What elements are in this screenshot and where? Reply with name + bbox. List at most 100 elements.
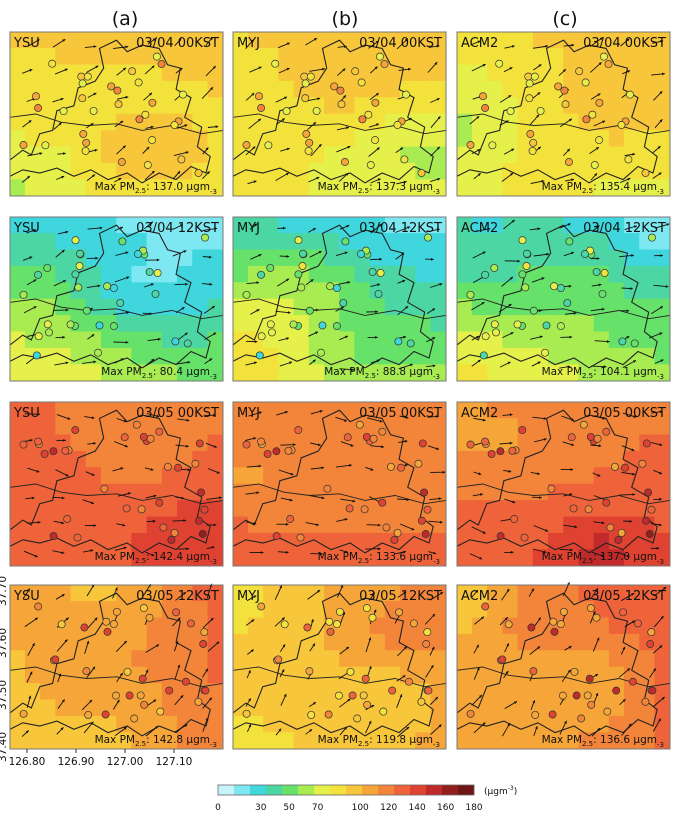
field-cell [85,418,102,436]
wind-arrowhead [156,258,160,262]
field-cell [502,633,519,651]
wind-arrowhead [93,524,97,527]
wind-arrowhead [597,473,601,477]
field-cell [40,633,56,651]
field-cell [10,179,26,196]
field-cell [263,113,279,131]
field-cell [161,483,178,501]
pm25-field [457,32,670,196]
field-cell [70,113,87,131]
wind-arrowhead [475,590,478,594]
station-marker [554,82,563,91]
station-marker [548,710,557,719]
field-cell [100,347,117,365]
field-cell [263,347,279,365]
field-cell [308,467,325,485]
wind-arrowhead [375,40,379,44]
wind-arrowhead [592,611,596,615]
station-marker [171,337,180,346]
field-cell [55,402,72,419]
field-cell [502,585,519,602]
field-cell [457,683,473,701]
field-cell [339,549,356,566]
field-cell [624,97,640,115]
field-cell [563,48,580,66]
field-cell [70,732,87,749]
field-cell [430,48,446,66]
time-label: 03/04 00KST [583,36,666,51]
station-marker [523,249,531,258]
field-cell [457,483,473,501]
field-cell [323,331,340,349]
station-marker [157,60,166,69]
field-cell [532,80,549,98]
field-cell [578,32,595,49]
station-marker [78,94,87,103]
wind-arrowhead [90,721,94,725]
field-cell [70,699,87,717]
wind-arrowhead [90,549,94,552]
colorbar-segment [362,785,379,795]
field-cell [247,633,264,651]
field-cell [369,80,386,98]
field-cell [233,113,249,131]
station-marker [630,339,639,348]
field-cell [70,450,87,468]
wind-arrowhead [567,223,571,226]
field-cell [70,585,87,602]
station-marker [466,440,475,449]
panel-frame [232,584,447,750]
field-cell [471,402,488,419]
field-cell [278,585,295,602]
station-marker [271,59,280,68]
wind-arrowhead [125,45,129,49]
colorbar-segment [378,785,395,795]
wind-arrowhead [411,527,415,531]
field-cell [10,450,26,468]
station-marker [34,437,43,446]
field-cell [70,347,87,365]
station-marker [353,714,362,723]
field-cell [517,364,534,381]
station-marker [272,532,281,541]
field-cell [547,418,564,436]
field-cell [100,298,117,316]
field-cell [532,585,549,602]
station-marker [289,320,298,329]
field-cell [233,617,249,635]
scheme-label: MYJ [237,221,260,236]
field-cell [116,549,133,566]
wind-arrowhead [145,669,149,673]
field-cell [10,467,26,485]
field-cell [384,80,401,98]
wind-arrowhead [29,256,33,260]
wind-arrowhead [185,151,189,154]
field-cell [457,549,473,566]
wind-arrowhead [183,519,186,522]
field-cell [354,650,371,668]
field-cell [323,532,340,550]
wind-arrowhead [316,176,320,180]
field-cell [502,130,519,148]
field-cell [146,715,163,733]
wind-arrowhead [622,699,626,702]
colorbar-segment [410,785,427,795]
field-cell [85,113,102,131]
field-cell [487,418,503,436]
field-cell [400,418,416,436]
station-marker [335,607,344,616]
field-cell [654,265,670,283]
field-cell [247,146,264,164]
wind-arrowhead [377,178,381,181]
field-cell [233,217,249,234]
wind-arrowhead [631,448,635,452]
max-value-unit-sup: -3 [433,373,440,381]
field-cell [415,249,432,267]
field-cell [502,467,519,485]
wind-arrowhead [505,120,509,124]
station-marker [81,146,90,155]
station-marker [63,515,72,523]
wind-arrowhead [28,120,32,124]
field-cell [339,715,356,733]
station-marker [34,270,43,279]
